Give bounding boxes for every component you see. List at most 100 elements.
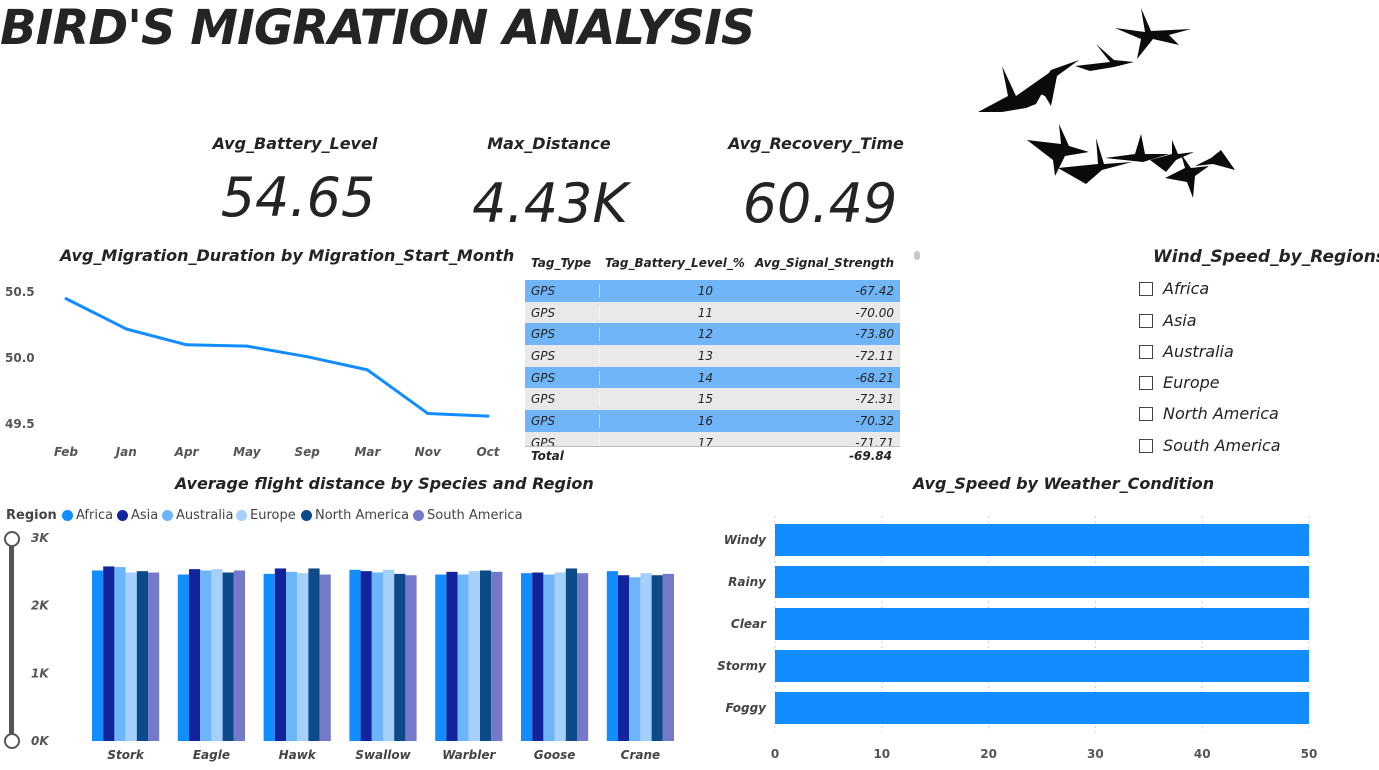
slicer-item-south-america[interactable]: South America [1139, 436, 1281, 455]
bar [148, 572, 160, 741]
bar [457, 574, 469, 741]
bar [177, 574, 189, 741]
legend-label: North America [315, 508, 410, 523]
y-tick-label: 2K [31, 599, 50, 613]
data-point [486, 414, 490, 418]
x-tick-label: Mar [354, 445, 381, 459]
y-tick-label: 49.5 [5, 417, 35, 431]
table-row[interactable]: GPS 14 -68.21 [525, 366, 900, 389]
x-tick-label: Goose [534, 748, 576, 762]
range-slider-track[interactable] [9, 538, 14, 740]
table-cell: -71.71 [855, 435, 894, 447]
checkbox[interactable] [1139, 313, 1153, 328]
checkbox[interactable] [1139, 406, 1153, 421]
bar [125, 572, 137, 741]
x-tick-label: 0 [771, 747, 779, 761]
bar [775, 566, 1309, 598]
dashboard-title: BIRD'S MIGRATION ANALYSIS [0, 0, 755, 56]
data-point [64, 297, 68, 301]
column-chart-title: Average flight distance by Species and R… [175, 474, 594, 493]
x-tick-label: Sep [294, 445, 320, 459]
data-point [365, 368, 369, 372]
x-tick-label: 10 [873, 747, 890, 761]
y-tick-label: 50.0 [5, 351, 35, 365]
table-row[interactable]: GPS 10 -67.42 [525, 280, 900, 302]
bar [189, 569, 201, 741]
column-chart[interactable]: 3K 2K 1K 0K Stork Eagle Hawk Swallow Warbler Goos… [0, 528, 700, 770]
legend-dot [117, 510, 128, 521]
table-header-battery[interactable]: Tag_Battery_Level_% [605, 256, 745, 270]
bar [360, 571, 372, 741]
table-cell: GPS [531, 392, 556, 407]
table-cell: 15 [599, 392, 719, 407]
x-tick-label: Crane [621, 748, 661, 762]
bar [103, 566, 115, 741]
legend-item-africa[interactable]: Africa [62, 508, 113, 523]
range-slider-bottom-handle[interactable] [4, 733, 20, 749]
range-slider-top-handle[interactable] [4, 531, 20, 547]
bar [565, 568, 577, 741]
x-tick-label: 30 [1087, 747, 1104, 761]
legend-dot [301, 510, 312, 521]
legend-item-north-america[interactable]: North America [301, 508, 409, 523]
table-row[interactable]: GPS 11 -70.00 [525, 301, 900, 324]
slicer-item-africa[interactable]: Africa [1139, 279, 1209, 298]
table-cell: 14 [599, 370, 719, 385]
table-body[interactable]: GPS 10 -67.42 GPS 11 -70.00 GPS 12 -73.80 GPS 1… [525, 280, 900, 447]
table-row[interactable]: GPS 17 -71.71 [525, 431, 900, 447]
slicer-title: Wind_Speed_by_Regions [1153, 247, 1379, 267]
table-header-tag-type[interactable]: Tag_Type [531, 256, 592, 270]
data-point [426, 411, 430, 415]
signal-strength-table[interactable]: Tag_Type Tag_Battery_Level_% Avg_Signal_… [525, 252, 900, 470]
x-tick-label: Apr [174, 445, 200, 459]
table-cell: -70.00 [855, 305, 894, 320]
x-tick-label: Nov [415, 445, 442, 459]
legend-item-asia[interactable]: Asia [117, 508, 158, 523]
x-tick-label: Oct [476, 445, 500, 459]
checkbox[interactable] [1139, 375, 1153, 390]
bar [606, 571, 618, 741]
x-tick-label: 40 [1194, 747, 1211, 761]
checkbox[interactable] [1139, 438, 1153, 453]
hbar-chart[interactable]: 0 10 20 30 40 50 Windy Rainy Clear Stormy Foggy [700, 500, 1379, 770]
table-row[interactable]: GPS 12 -73.80 [525, 323, 900, 346]
bar [618, 575, 630, 741]
table-scrollbar[interactable] [914, 251, 920, 260]
slicer-item-europe[interactable]: Europe [1139, 373, 1220, 392]
table-cell: 11 [599, 305, 719, 320]
bar [274, 568, 286, 741]
kpi-distance-label: Max_Distance [487, 134, 611, 153]
table-row[interactable]: GPS 16 -70.32 [525, 410, 900, 432]
legend-item-australia[interactable]: Australia [162, 508, 234, 523]
line-chart-title: Avg_Migration_Duration by Migration_Star… [60, 246, 515, 265]
checkbox[interactable] [1139, 344, 1153, 359]
legend-label: Africa [76, 508, 114, 523]
table-row[interactable]: GPS 15 -72.31 [525, 388, 900, 411]
line-chart[interactable]: 50.5 50.0 49.5 Feb Jan Apr May Sep Mar Nov Oct [0, 272, 510, 467]
checkbox[interactable] [1139, 281, 1153, 296]
table-cell: GPS [531, 327, 556, 342]
x-tick-label: Jan [114, 445, 137, 459]
bar [92, 570, 104, 741]
bar [480, 570, 492, 741]
hbar-chart-title: Avg_Speed by Weather_Condition [913, 474, 1215, 493]
slicer-item-australia[interactable]: Australia [1139, 342, 1234, 361]
y-tick-label: Clear [731, 617, 767, 631]
x-tick-label: 50 [1301, 747, 1318, 761]
table-total-row: Total -69.84 [525, 449, 900, 463]
table-header-signal[interactable]: Avg_Signal_Strength [755, 256, 894, 270]
table-row[interactable]: GPS 13 -72.11 [525, 345, 900, 367]
table-cell: -70.32 [855, 413, 894, 428]
bar [521, 573, 533, 741]
legend-item-europe[interactable]: Europe [236, 508, 296, 523]
bar [405, 575, 417, 741]
bar [349, 569, 361, 741]
legend-item-south-america[interactable]: South America [413, 508, 523, 523]
bar [286, 571, 298, 741]
series-line [65, 297, 489, 418]
slicer-item-asia[interactable]: Asia [1139, 311, 1197, 330]
slicer-item-north-america[interactable]: North America [1139, 404, 1279, 423]
legend-dot [162, 510, 173, 521]
legend-label: Europe [250, 508, 296, 523]
bar [319, 574, 331, 741]
